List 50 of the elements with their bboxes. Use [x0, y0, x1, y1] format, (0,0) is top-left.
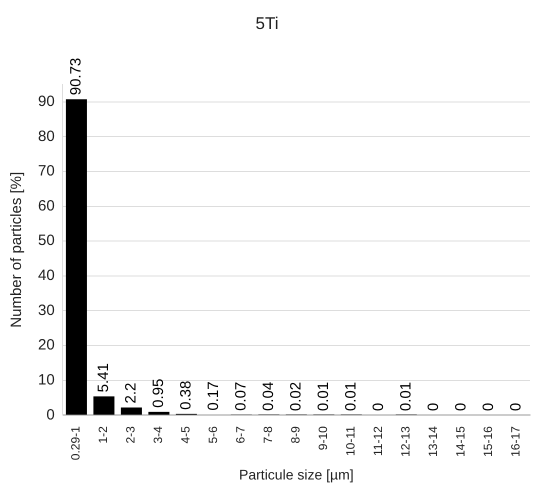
- data-label: 2.2: [122, 382, 140, 404]
- data-label: 0.95: [150, 378, 168, 408]
- y-tick-label: 80: [38, 128, 55, 145]
- x-tick-label: 10-11: [344, 426, 358, 456]
- y-tick-label: 20: [38, 336, 55, 354]
- x-tick-label: 8-9: [288, 426, 303, 444]
- bar: [93, 396, 114, 415]
- x-axis-title: Particule size [µm]: [239, 466, 354, 482]
- x-tick-label: 15-16: [481, 426, 496, 457]
- bar: [66, 99, 87, 415]
- y-tick-label: 10: [38, 371, 55, 388]
- data-label: 0.02: [287, 382, 304, 412]
- data-label: 90.73: [68, 58, 85, 96]
- x-tick-label: 11-12: [371, 426, 386, 456]
- data-label: 0.17: [205, 381, 222, 411]
- data-label: 0: [452, 402, 470, 412]
- y-tick-label: 90: [38, 92, 55, 110]
- data-label: 0: [507, 402, 524, 412]
- x-tick-label: 13-14: [426, 426, 440, 457]
- x-tick-label: 1-2: [96, 426, 110, 444]
- data-label: 0: [370, 402, 387, 412]
- y-axis-title: Number of particles [%]: [8, 172, 26, 328]
- x-tick-label: 5-6: [206, 426, 220, 444]
- data-label: 0.04: [260, 382, 277, 412]
- data-label: 5.41: [95, 363, 112, 392]
- y-tick-label: 40: [38, 267, 55, 284]
- data-label: 0.07: [232, 382, 250, 411]
- y-tick-label: 0: [46, 406, 55, 424]
- data-label: 0: [480, 402, 497, 412]
- x-tick-label: 0.29-1: [68, 426, 83, 460]
- x-tick-label: 9-10: [316, 426, 330, 450]
- x-tick-label: 12-13: [398, 426, 413, 457]
- y-tick-label: 60: [38, 197, 55, 214]
- chart-title: 5Ti: [256, 14, 278, 33]
- x-tick-label: 3-4: [151, 426, 166, 444]
- x-tick-label: 4-5: [178, 426, 193, 444]
- bar: [120, 408, 142, 415]
- x-tick-label: 7-8: [261, 426, 276, 444]
- x-tick-label: 16-17: [508, 426, 523, 457]
- data-label: 0.01: [397, 382, 414, 412]
- data-label: 0: [424, 402, 442, 412]
- data-label: 0.01: [314, 382, 332, 412]
- y-tick-label: 50: [38, 232, 55, 250]
- data-label: 0.01: [342, 382, 360, 412]
- y-tick-label: 70: [38, 162, 55, 180]
- x-tick-label: 6-7: [234, 426, 248, 444]
- data-label: 0.38: [178, 380, 195, 410]
- y-tick-label: 30: [38, 302, 55, 319]
- x-tick-label: 14-15: [454, 426, 468, 457]
- x-tick-label: 2-3: [124, 426, 138, 444]
